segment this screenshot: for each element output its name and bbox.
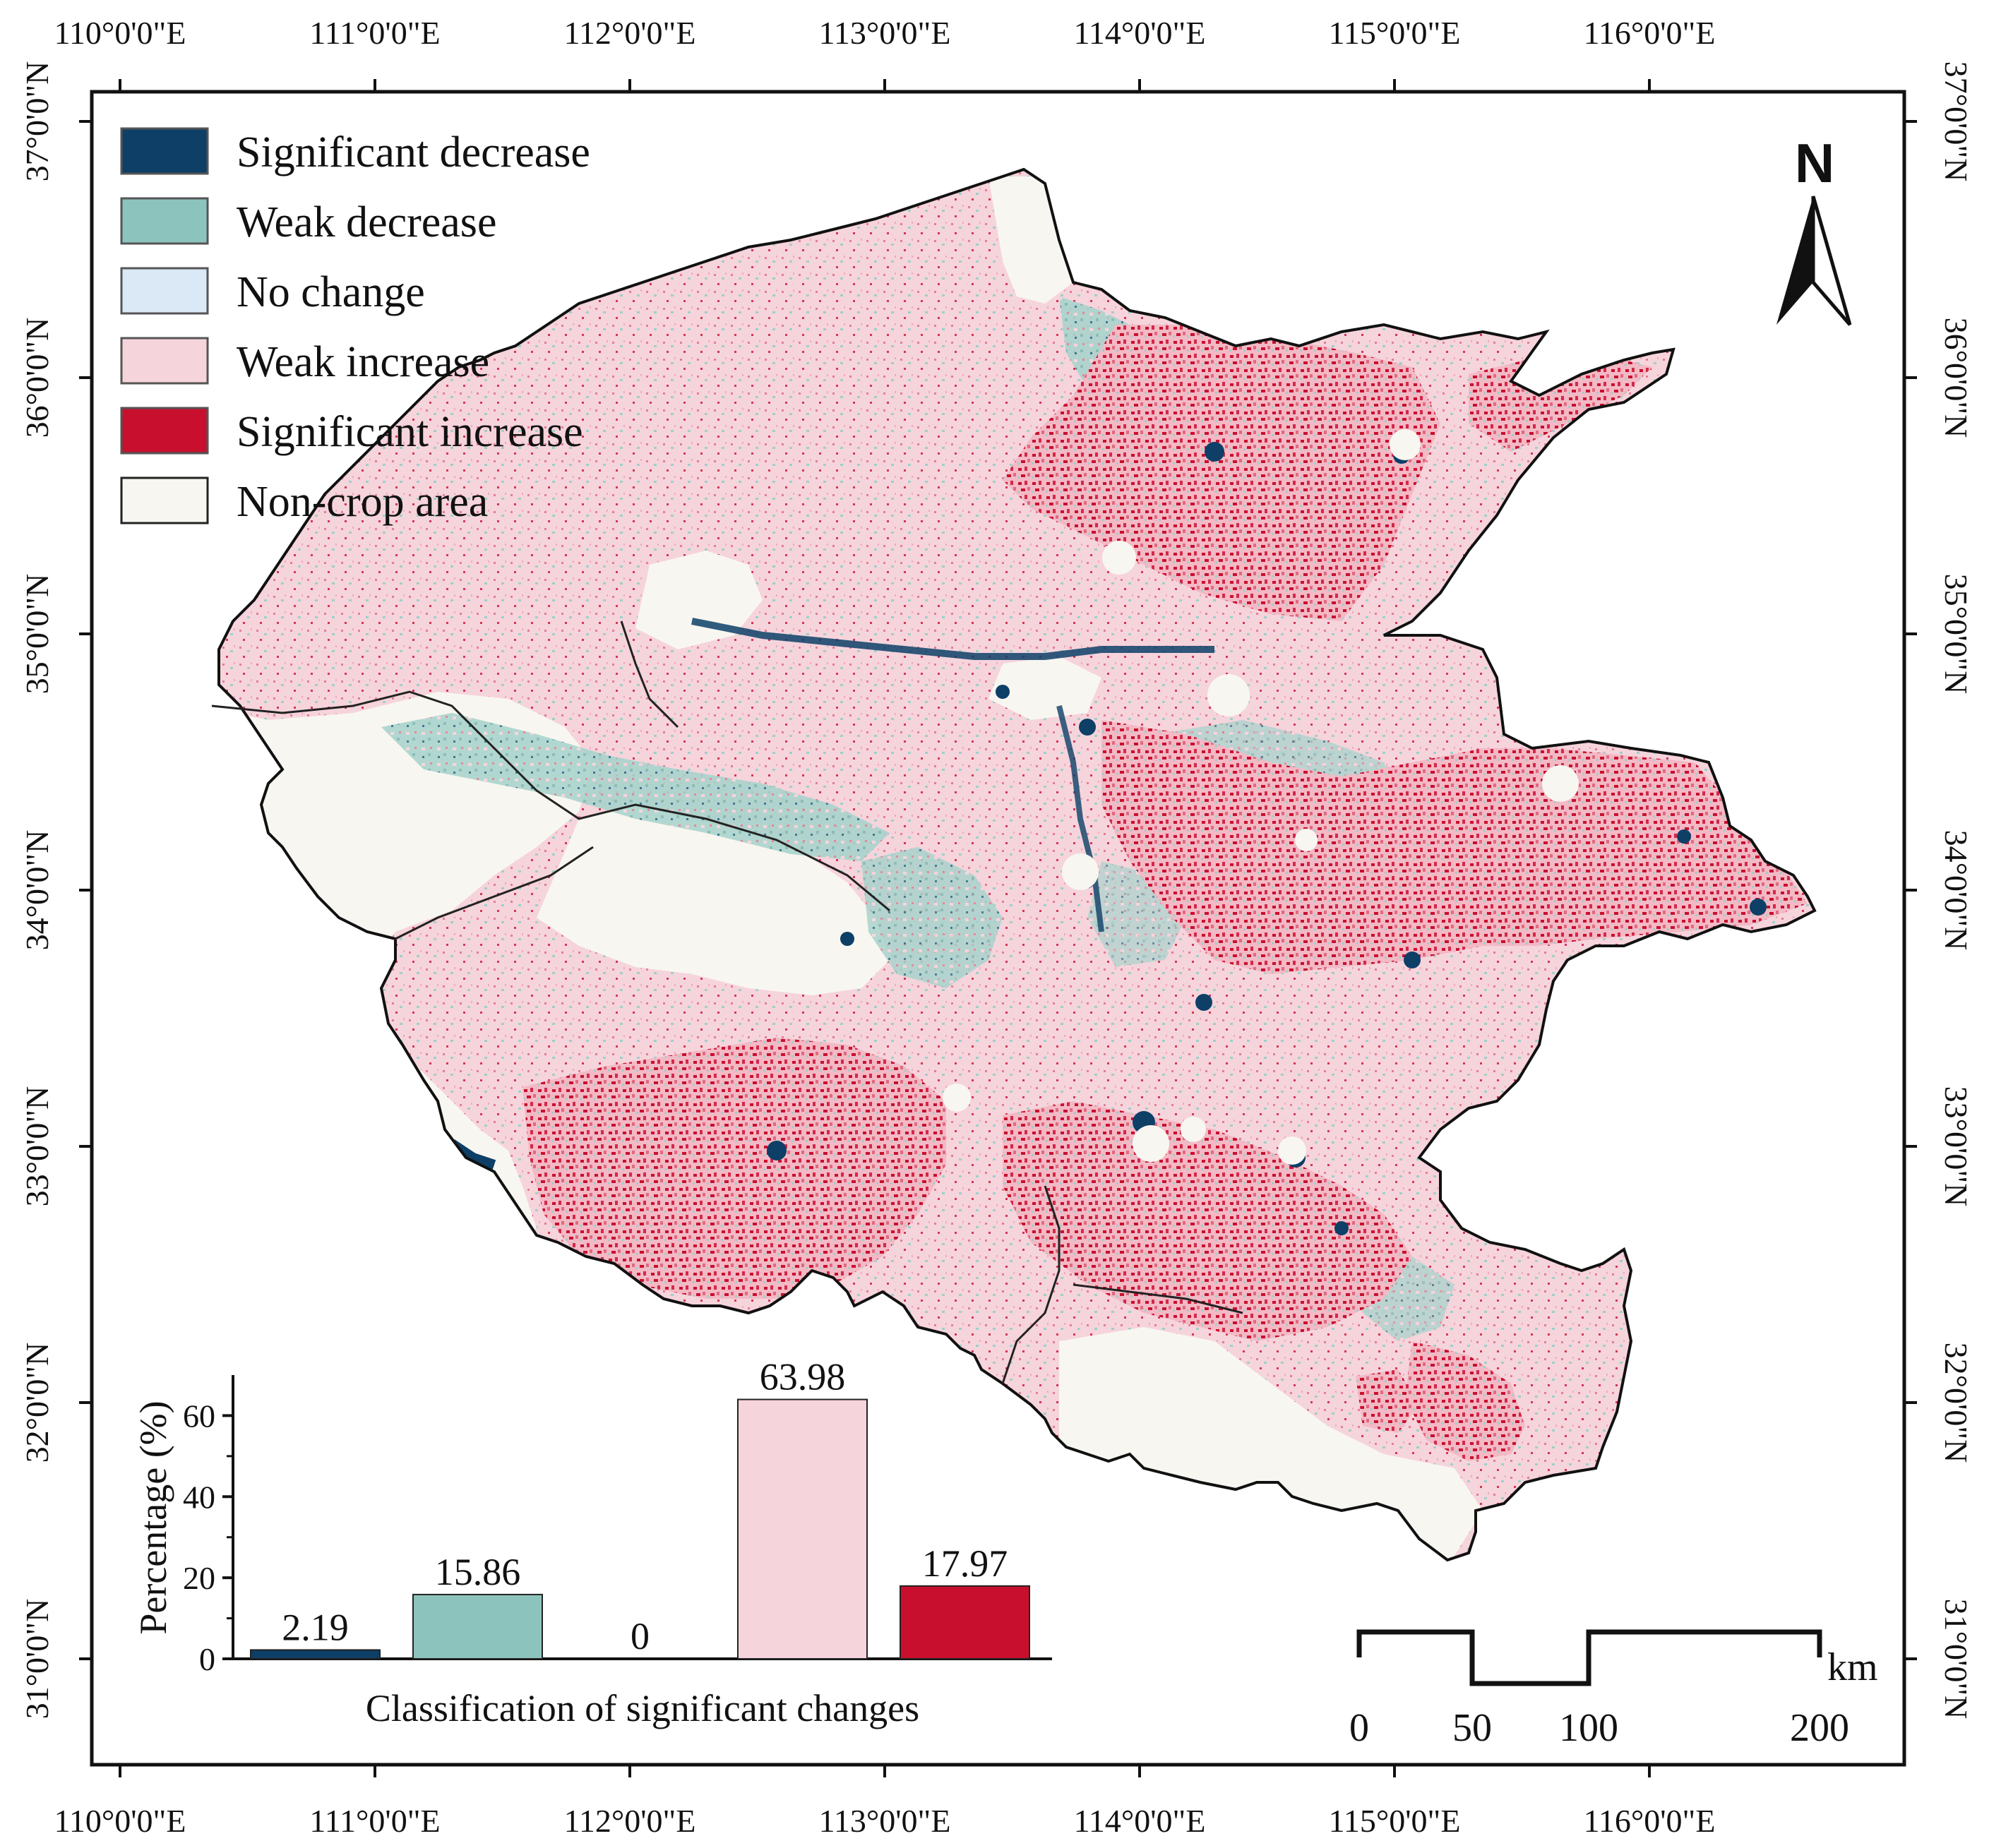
lon-label: 116°0'0"E (1584, 15, 1716, 51)
legend-label: Significant increase (237, 408, 583, 456)
scale-bar: 0 50 100 200 km (1349, 1629, 1878, 1750)
lat-label: 35°0'0"N (19, 574, 55, 695)
lat-label: 33°0'0"N (1938, 1086, 1974, 1207)
lon-label: 115°0'0"E (1329, 1803, 1461, 1839)
chart-bar-label: 2.19 (282, 1606, 349, 1648)
legend-label: Significant decrease (237, 128, 590, 176)
lon-label: 113°0'0"E (819, 15, 951, 51)
scale-bar-line (1356, 1629, 1822, 1686)
north-arrow-icon (1811, 196, 1852, 326)
scale-label: 100 (1559, 1706, 1618, 1750)
lat-label: 36°0'0"N (1938, 318, 1974, 438)
chart-ylabel: Percentage (%) (132, 1400, 174, 1634)
chart-ytick-label: 40 (183, 1479, 215, 1515)
lon-label: 111°0'0"E (309, 15, 440, 51)
lat-label: 32°0'0"N (1938, 1343, 1974, 1463)
lon-label: 111°0'0"E (309, 1803, 440, 1839)
lon-label: 115°0'0"E (1329, 15, 1461, 51)
lat-label: 37°0'0"N (1938, 61, 1974, 182)
chart-bar (900, 1585, 1030, 1660)
legend: Significant decrease Weak decrease No ch… (120, 127, 590, 526)
lat-label: 31°0'0"N (19, 1599, 55, 1720)
map-frame (90, 90, 1906, 1767)
bar-chart: 0 20 40 60 2.19 15.86 0 63.98 17.97 Percentage … (132, 1356, 1052, 1729)
chart-bar-label: 0 (631, 1615, 650, 1657)
scale-unit: km (1827, 1645, 1878, 1689)
legend-swatch (120, 337, 209, 385)
legend-label: Weak increase (237, 338, 489, 386)
legend-swatch (120, 476, 209, 524)
lon-label: 114°0'0"E (1074, 1803, 1206, 1839)
internal-boundaries (211, 620, 1243, 1384)
lon-label: 112°0'0"E (564, 1803, 696, 1839)
north-arrow-icon (1776, 196, 1813, 325)
scale-label: 0 (1349, 1706, 1369, 1750)
lat-label: 34°0'0"N (1938, 830, 1974, 951)
chart-bar (250, 1649, 381, 1660)
lon-labels-bottom: 110°0'0"E 111°0'0"E 112°0'0"E 113°0'0"E … (54, 1803, 1716, 1839)
chart-xlabel: Classification of significant changes (366, 1687, 919, 1729)
lat-label: 32°0'0"N (19, 1343, 55, 1463)
axis-ticks (79, 79, 1917, 1777)
chart-ytick-label: 20 (183, 1560, 215, 1596)
lon-labels-top: 110°0'0"E 111°0'0"E 112°0'0"E 113°0'0"E … (54, 15, 1716, 51)
lon-label: 114°0'0"E (1074, 15, 1206, 51)
legend-label: Weak decrease (237, 198, 496, 246)
lat-label: 34°0'0"N (19, 830, 55, 951)
lat-label: 31°0'0"N (1938, 1599, 1974, 1720)
chart-bar-label: 63.98 (760, 1356, 846, 1398)
chart-bar (412, 1593, 543, 1660)
lat-label: 35°0'0"N (1938, 574, 1974, 695)
legend-swatch (120, 127, 209, 175)
lat-labels-left: 37°0'0"N 36°0'0"N 35°0'0"N 34°0'0"N 33°0… (19, 61, 55, 1720)
legend-swatch (120, 407, 209, 455)
lat-label: 36°0'0"N (19, 318, 55, 438)
scale-label: 50 (1452, 1706, 1492, 1750)
lat-label: 33°0'0"N (19, 1086, 55, 1207)
chart-ytick-label: 0 (199, 1641, 215, 1677)
legend-swatch (120, 267, 209, 315)
north-arrow-label: N (1795, 132, 1834, 194)
chart-bar-label: 15.86 (435, 1551, 521, 1593)
lat-labels-right: 37°0'0"N 36°0'0"N 35°0'0"N 34°0'0"N 33°0… (1938, 61, 1974, 1720)
chart-bar-label: 17.97 (922, 1542, 1008, 1585)
scale-label: 200 (1790, 1706, 1849, 1750)
lon-label: 110°0'0"E (54, 15, 186, 51)
lat-label: 37°0'0"N (19, 61, 55, 182)
north-arrow: N (1776, 132, 1852, 326)
legend-label: No change (237, 268, 425, 316)
lon-label: 112°0'0"E (564, 15, 696, 51)
lon-label: 110°0'0"E (54, 1803, 186, 1839)
chart-bar (737, 1398, 868, 1660)
legend-swatch (120, 197, 209, 245)
lon-label: 116°0'0"E (1584, 1803, 1716, 1839)
lon-label: 113°0'0"E (819, 1803, 951, 1839)
chart-ytick-label: 60 (183, 1398, 215, 1434)
legend-label: Non-crop area (237, 478, 488, 526)
province-outline (217, 167, 1817, 1562)
